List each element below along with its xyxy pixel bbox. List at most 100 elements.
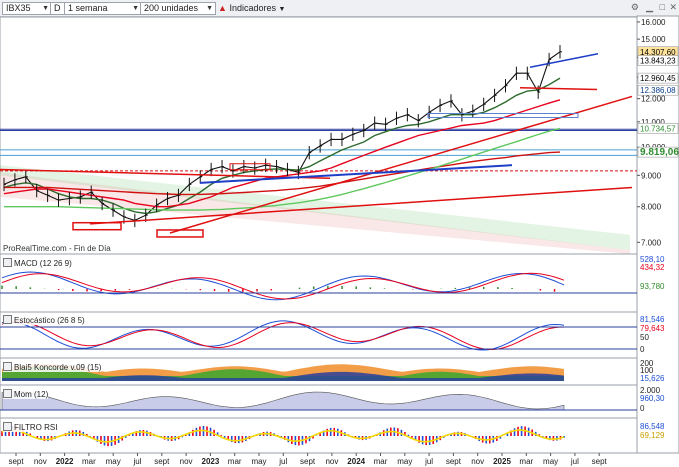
time-tick-label: 2025 (493, 457, 511, 466)
units-label: 200 unidades (144, 3, 199, 13)
legend: Precio SMA (40) SMA (4) SMA (20) SMA (200) SM… (0, 18, 302, 30)
price-tag-box (637, 84, 679, 96)
macd-value: 528,10 (640, 255, 665, 264)
stoch-label: Estocástico (26 8 5) (3, 315, 85, 325)
price-tick-label: 14.000 (641, 54, 666, 63)
stoch-value: 79,643 (640, 324, 665, 333)
legend-label: SMA (120) (258, 20, 296, 29)
rsi-yellow-line (1, 429, 565, 443)
symbol-selector[interactable]: IBX35 ▼ (2, 2, 52, 15)
time-tick-label: jul (570, 457, 579, 466)
chevron-down-icon: ▼ (278, 6, 286, 13)
price-tag-box (637, 72, 679, 84)
time-tick-label: nov (180, 457, 193, 466)
time-tick-label: mar (519, 457, 533, 466)
indicator-swatch (3, 422, 12, 431)
price-tag-label: 12.960,45 (640, 74, 676, 83)
close-icon[interactable]: ✕ (669, 2, 677, 12)
time-tick-label: jul (424, 457, 433, 466)
time-tick-label: nov (471, 457, 484, 466)
period-label: 1 semana (68, 3, 108, 13)
macd-value: 93,780 (640, 282, 665, 291)
price-tag-box (637, 55, 679, 66)
indicator-swatch (3, 362, 12, 371)
price-tick-label: 12.000 (641, 95, 666, 104)
time-tick-label: may (106, 457, 121, 466)
price-tag-label: 12.386,08 (640, 86, 676, 95)
mom-tick: 2.000 (640, 386, 661, 395)
maximize-icon[interactable]: □ (659, 2, 665, 12)
stoch-k-line (1, 320, 565, 351)
price-axis-area (636, 15, 679, 454)
time-tick-label: may (543, 457, 558, 466)
period-type-label: D (54, 3, 61, 13)
rsi-tick: 69,129 (640, 431, 665, 440)
units-selector[interactable]: 200 unidades ▼ (140, 2, 216, 15)
period-selector[interactable]: 1 semana ▼ (64, 2, 142, 15)
blai-tick: 100 (640, 366, 654, 375)
price-tag-label: 10.734,57 (640, 124, 676, 133)
panel-frame (0, 16, 638, 255)
trendline-blue (199, 164, 513, 184)
legend-item[interactable]: SMA (40) (40, 18, 87, 29)
indicators-button[interactable]: ▲ Indicadores ▼ (214, 2, 292, 15)
indicator-swatch (3, 389, 12, 398)
time-tick-label: sept (8, 457, 24, 466)
series-line-sma-20- (3, 77, 561, 215)
symbol-label: IBX35 (6, 3, 31, 13)
blai-tick: 15,626 (640, 374, 665, 383)
time-tick-label: jul (132, 457, 141, 466)
price-tag-label: 13.843,23 (640, 57, 676, 66)
blai-tick: 200 (640, 359, 654, 368)
mom-label-text: Mom (12) (14, 390, 49, 399)
rsi-label: FILTRO RSI (3, 422, 58, 432)
time-tick-label: 2022 (56, 457, 74, 466)
blai-label: Blai5 Koncorde v.09 (15) (3, 362, 102, 372)
price-tag-box (637, 123, 679, 134)
chevron-down-icon: ▼ (132, 5, 139, 12)
price-tag-label: 9.819,06 (640, 147, 679, 158)
price-tick-label: 7.000 (641, 238, 662, 247)
price-tick-label: 13.000 (641, 73, 666, 82)
legend-item[interactable]: SMA (4) (92, 18, 133, 29)
series-line-precio (3, 51, 561, 221)
legend-item[interactable]: SMA (200) (190, 18, 240, 29)
legend-swatch (138, 18, 149, 28)
wrench-icon[interactable]: ⚙ (630, 2, 639, 12)
time-tick-label: may (251, 457, 266, 466)
legend-label: SMA (20) (150, 20, 185, 29)
panel-frame (0, 253, 638, 313)
highlight-box (156, 229, 204, 238)
price-tick-label: 11.000 (641, 118, 665, 127)
legend-label: Precio (12, 20, 35, 29)
koncorde-blue-area (2, 371, 564, 381)
price-tick-label: 8.000 (641, 203, 662, 212)
time-tick-label: sept (300, 457, 316, 466)
toolbar: IBX35 ▼ D 1 semana ▼ 200 unidades ▼ ▲ In… (0, 0, 679, 17)
time-tick-label: mar (228, 457, 242, 466)
legend-item[interactable]: SMA (20) (138, 18, 185, 29)
stoch-d-line (1, 321, 564, 351)
time-tick-label: sept (446, 457, 462, 466)
legend-label: SMA (40) (52, 20, 87, 29)
mom-tick: 0 (640, 404, 645, 413)
legend-swatch (92, 18, 103, 28)
series-line-sma-120- (4, 151, 561, 196)
series-line-sma-200- (4, 127, 561, 211)
trendline-red-down (0, 168, 331, 180)
time-tick-label: mar (374, 457, 388, 466)
time-tick-label: sept (154, 457, 170, 466)
mom-tick: 960,30 (640, 394, 665, 403)
chevron-down-icon: ▼ (42, 5, 49, 12)
time-tick-label: 2023 (202, 457, 220, 466)
minimize-icon[interactable]: ▁ (646, 2, 653, 12)
time-tick-label: nov (325, 457, 338, 466)
legend-item[interactable]: Precio (0, 18, 35, 29)
legend-item[interactable]: SMA (120) (246, 18, 296, 29)
indicators-icon: ▲ (218, 3, 227, 13)
mom-label: Mom (12) (3, 389, 49, 399)
trendline-red-lower (89, 186, 633, 225)
legend-swatch (246, 18, 257, 28)
panel-frame (0, 417, 638, 454)
